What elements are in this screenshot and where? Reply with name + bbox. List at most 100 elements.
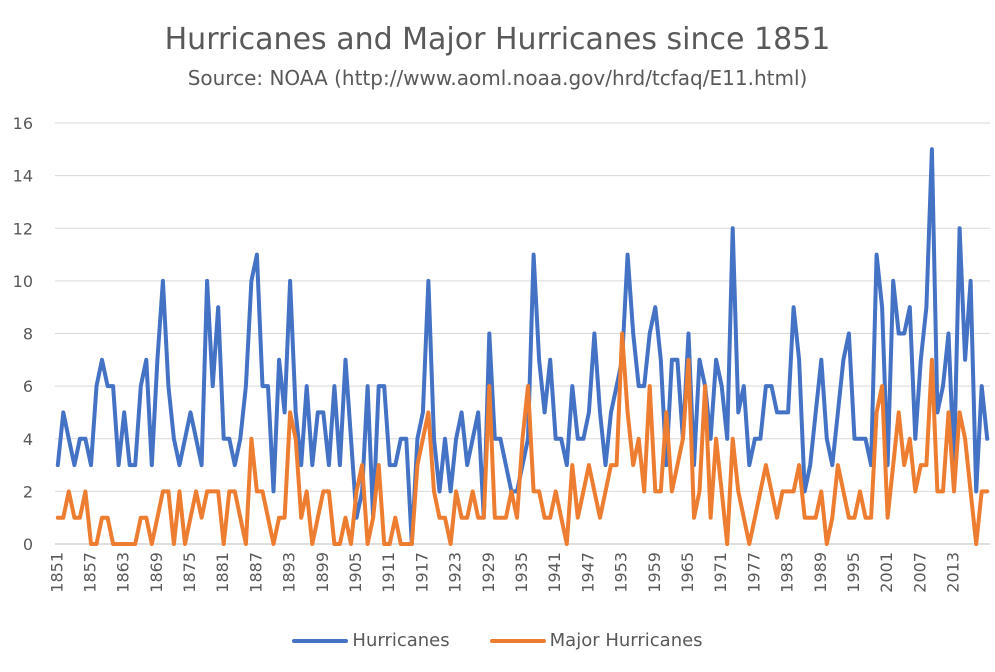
- y-tick-label: 16: [13, 114, 33, 133]
- data-point: [79, 517, 81, 519]
- axis-labels: 0 2 4 6 8 10 12 14 16 1851 1857 1863 1869 1875 1881 188…: [13, 114, 963, 593]
- x-tick-label: 1947: [578, 552, 597, 593]
- data-point: [798, 359, 800, 361]
- data-point: [461, 411, 463, 413]
- data-point: [715, 359, 717, 361]
- data-point: [505, 517, 507, 519]
- data-point: [909, 306, 911, 308]
- data-point: [621, 333, 623, 334]
- data-point: [107, 517, 109, 519]
- data-point: [339, 464, 341, 466]
- data-point: [593, 490, 595, 492]
- data-point: [605, 490, 606, 492]
- data-point: [555, 490, 557, 492]
- x-tick-label: 1977: [744, 552, 763, 593]
- data-point: [201, 464, 203, 466]
- data-point: [466, 464, 468, 466]
- data-point: [173, 543, 175, 545]
- x-tick-label: 1899: [313, 552, 332, 593]
- data-point: [892, 464, 894, 466]
- data-point: [566, 464, 568, 466]
- data-point: [322, 411, 324, 413]
- data-point: [477, 517, 479, 519]
- data-point: [699, 490, 700, 492]
- data-point: [544, 411, 546, 413]
- data-point: [212, 490, 214, 492]
- data-point: [140, 517, 142, 519]
- data-point: [533, 490, 535, 492]
- chart-title: Hurricanes and Major Hurricanes since 18…: [164, 22, 831, 57]
- data-point: [278, 517, 280, 519]
- data-point: [903, 464, 905, 466]
- data-point: [499, 438, 501, 440]
- data-point: [250, 280, 252, 282]
- y-tick-label: 10: [13, 272, 33, 291]
- data-point: [676, 464, 678, 466]
- x-tick-label: 1917: [412, 552, 431, 593]
- data-point: [134, 543, 136, 545]
- data-point: [62, 411, 64, 413]
- data-point: [599, 411, 601, 413]
- data-point: [328, 464, 330, 466]
- data-point: [865, 438, 866, 440]
- data-point: [245, 385, 247, 387]
- data-point: [959, 227, 961, 229]
- data-point: [345, 359, 346, 361]
- data-point: [223, 438, 225, 440]
- legend-swatch-hurricanes: [292, 638, 349, 643]
- data-point: [593, 333, 595, 334]
- data-point: [571, 385, 573, 387]
- x-tick-label: 2013: [944, 552, 963, 593]
- data-point: [101, 359, 103, 361]
- data-point: [167, 385, 169, 387]
- data-point: [239, 517, 241, 519]
- data-point: [804, 517, 806, 519]
- data-point: [743, 517, 745, 519]
- data-point: [970, 490, 972, 492]
- data-point: [726, 543, 728, 545]
- data-point: [710, 517, 712, 519]
- data-point: [577, 517, 579, 519]
- data-point: [865, 517, 866, 519]
- data-point: [920, 464, 922, 466]
- data-point: [737, 490, 739, 492]
- series-points-major-hurricanes: [57, 333, 988, 545]
- data-point: [123, 411, 125, 413]
- data-point: [616, 385, 618, 387]
- data-point: [638, 385, 640, 387]
- data-point: [483, 517, 485, 519]
- data-point: [422, 438, 424, 440]
- y-tick-label: 0: [23, 535, 33, 554]
- data-point: [488, 333, 490, 334]
- data-point: [643, 385, 645, 387]
- data-point: [184, 438, 186, 440]
- data-point: [970, 280, 972, 282]
- data-point: [179, 490, 180, 492]
- data-point: [605, 464, 606, 466]
- data-point: [771, 385, 772, 387]
- data-point: [367, 543, 369, 545]
- data-point: [488, 385, 490, 387]
- data-point: [931, 148, 933, 150]
- data-point: [854, 438, 855, 440]
- data-point: [411, 543, 413, 545]
- data-point: [79, 438, 81, 440]
- data-point: [798, 464, 800, 466]
- x-tick-label: 1983: [778, 552, 797, 593]
- data-point: [754, 438, 756, 440]
- data-point: [289, 411, 291, 413]
- data-point: [787, 490, 789, 492]
- data-point: [372, 517, 374, 519]
- data-point: [953, 490, 955, 492]
- data-point: [190, 517, 191, 519]
- data-point: [444, 438, 446, 440]
- data-point: [289, 280, 291, 282]
- data-point: [267, 517, 269, 519]
- data-point: [654, 306, 656, 308]
- data-point: [145, 517, 147, 519]
- data-point: [96, 543, 97, 545]
- data-point: [57, 517, 59, 519]
- data-point: [167, 490, 169, 492]
- data-point: [782, 490, 783, 492]
- data-point: [339, 543, 341, 545]
